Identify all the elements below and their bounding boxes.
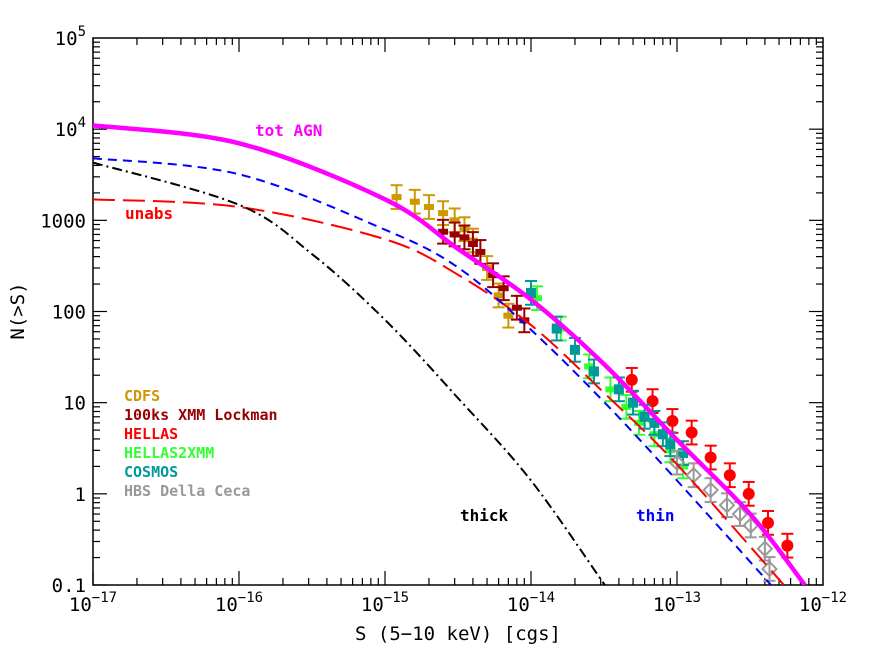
data-point xyxy=(625,373,638,386)
curve-thin xyxy=(93,157,772,585)
tick-exponent: −16 xyxy=(238,590,263,606)
legend-entry: HBS Della Ceca xyxy=(124,482,250,500)
data-point xyxy=(423,204,434,211)
curve-tot-agn xyxy=(93,123,807,585)
data-point xyxy=(526,287,536,298)
x-tick-label: 10−17 xyxy=(69,590,117,616)
series-hbs-della-ceca xyxy=(668,449,778,582)
annotation-tot-agn: tot AGN xyxy=(255,121,322,140)
tick-base: 10 xyxy=(55,119,78,141)
x-tick-label: 10−13 xyxy=(653,590,701,616)
data-point xyxy=(665,439,676,450)
data-point xyxy=(639,411,650,422)
legend-entry: 100ks XMM Lockman xyxy=(124,406,278,424)
data-point xyxy=(503,312,514,319)
data-point xyxy=(511,304,522,311)
data-point xyxy=(605,386,616,393)
data-point xyxy=(475,248,486,255)
data-point xyxy=(666,414,679,427)
data-point xyxy=(488,272,499,279)
data-point xyxy=(678,448,689,459)
data-point xyxy=(718,496,736,514)
y-tick-label: 1000 xyxy=(40,210,86,232)
plot-frame xyxy=(92,37,824,586)
tick-base: 10 xyxy=(361,594,384,616)
data-point xyxy=(685,426,698,439)
tick-exponent: −13 xyxy=(676,590,701,606)
tick-exponent: −17 xyxy=(92,590,117,606)
series-100ks-xmm-lockman xyxy=(437,218,531,334)
tick-base: 10 xyxy=(69,594,92,616)
data-point xyxy=(731,505,749,523)
series-cosmos xyxy=(525,280,690,466)
x-tick-label: 10−12 xyxy=(799,590,847,616)
x-tick-label: 10−14 xyxy=(507,590,555,616)
y-tick-label: 100 xyxy=(52,302,86,324)
tick-base: 10 xyxy=(653,594,676,616)
data-point xyxy=(449,217,460,224)
data-point xyxy=(761,516,774,529)
data-point xyxy=(761,560,778,578)
tick-base: 10 xyxy=(507,594,530,616)
data-point xyxy=(649,417,660,428)
data-point xyxy=(742,487,755,500)
annotation-thick: thick xyxy=(460,506,509,525)
data-point xyxy=(569,344,580,355)
tick-exponent: 4 xyxy=(78,115,86,131)
data-point xyxy=(584,363,595,370)
data-point xyxy=(551,323,562,334)
series-hellas2xmm xyxy=(531,285,690,480)
data-point xyxy=(391,194,402,201)
data-point xyxy=(438,210,449,217)
curve-unabs xyxy=(93,198,785,585)
data-point xyxy=(438,228,449,235)
x-tick-label: 10−16 xyxy=(215,590,263,616)
data-point xyxy=(628,397,639,408)
data-point xyxy=(532,295,543,302)
data-point xyxy=(459,234,470,241)
data-point xyxy=(613,384,624,395)
data-point xyxy=(634,419,645,426)
tick-exponent: −14 xyxy=(530,590,555,606)
tick-base: 10 xyxy=(55,28,78,50)
annotation-unabs: unabs xyxy=(125,204,173,223)
y-tick-label: 0.1 xyxy=(52,575,86,597)
data-point xyxy=(756,540,774,558)
y-tick-label: 104 xyxy=(55,115,86,141)
x-axis-label: S (5−10 keV) [cgs] xyxy=(355,623,561,645)
tick-base: 10 xyxy=(799,594,822,616)
y-tick-label: 105 xyxy=(55,24,86,50)
data-point xyxy=(409,198,420,205)
tick-base: 10 xyxy=(215,594,238,616)
series-cdfs xyxy=(390,184,515,329)
annotation-thin: thin xyxy=(636,506,675,525)
legend-entry: HELLAS xyxy=(124,425,178,443)
data-point xyxy=(678,463,689,470)
data-point xyxy=(467,241,478,248)
data-point xyxy=(493,292,504,299)
y-tick-label: 1 xyxy=(75,484,86,506)
data-point xyxy=(702,481,720,499)
data-point xyxy=(449,231,460,238)
legend-entry: HELLAS2XMM xyxy=(124,444,214,462)
data-point xyxy=(723,469,736,482)
series-hellas xyxy=(625,366,794,559)
data-point xyxy=(498,285,509,292)
curve-thick xyxy=(93,161,606,585)
data-point xyxy=(704,451,717,464)
y-axis-label: N(>S) xyxy=(7,282,29,339)
tick-exponent: −12 xyxy=(822,590,847,606)
data-point xyxy=(657,429,668,440)
tick-exponent: 5 xyxy=(78,24,86,40)
data-point xyxy=(588,366,599,377)
data-point xyxy=(621,403,632,410)
data-point xyxy=(781,539,794,552)
x-tick-label: 10−15 xyxy=(361,590,409,616)
tick-exponent: −15 xyxy=(384,590,409,606)
legend-entry: COSMOS xyxy=(124,463,178,481)
legend-entry: CDFS xyxy=(124,387,160,405)
y-tick-label: 10 xyxy=(63,393,86,415)
